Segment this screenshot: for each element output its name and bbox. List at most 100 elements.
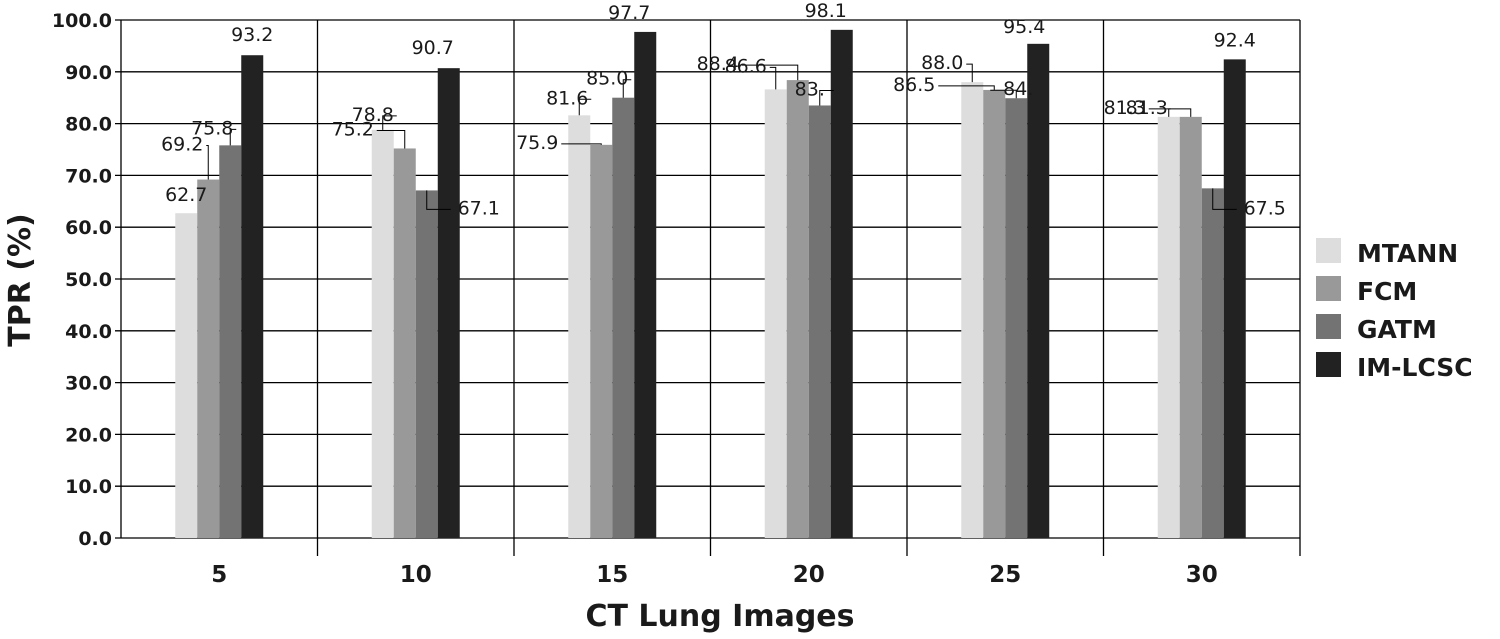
bar-mtann-15 xyxy=(568,115,591,538)
data-label-mtann-10: 78.8 xyxy=(352,104,394,126)
y-tick-labels: 0.0 10.0 20.0 30.0 40.0 50.0 60.0 70.0 80.0 90.0 1… xyxy=(52,10,112,550)
data-label-gatm-20: 83. xyxy=(795,78,825,100)
data-label-mtann-25: 88.0 xyxy=(921,52,963,74)
y-tick-label: 70.0 xyxy=(65,165,112,187)
label-leader-line xyxy=(1212,188,1237,210)
bar-gatm-30 xyxy=(1201,188,1224,538)
bar-fcm-20 xyxy=(786,80,809,538)
legend-swatch-fcm xyxy=(1316,276,1341,301)
label-leader-line xyxy=(1168,108,1171,117)
x-tick-label: 15 xyxy=(596,562,628,588)
data-label-fcm-15: 75.9 xyxy=(516,132,558,154)
data-label-fcm-20: 88.4 xyxy=(697,53,739,75)
label-leader-line xyxy=(966,63,973,83)
grid-lines xyxy=(115,19,1301,556)
data-label-mtann-30: 81.3 xyxy=(1126,97,1168,119)
label-leader-line xyxy=(819,89,834,106)
label-leader-line xyxy=(938,85,995,90)
y-tick-label: 40.0 xyxy=(65,321,112,343)
bar-gatm-20 xyxy=(808,105,831,538)
label-leader-line xyxy=(622,79,632,98)
bar-mtann-5 xyxy=(175,213,198,539)
bar-fcm-15 xyxy=(590,144,613,538)
y-tick-label: 60.0 xyxy=(65,217,112,239)
bar-im-lcsc-15 xyxy=(634,31,657,538)
legend-label-gatm: GATM xyxy=(1357,315,1437,344)
data-label-fcm-10: 75.2 xyxy=(332,118,374,140)
bar-gatm-15 xyxy=(612,97,635,538)
legend-swatch-im-lcsc xyxy=(1316,352,1341,377)
bar-im-lcsc-25 xyxy=(1027,43,1050,538)
y-tick-label: 20.0 xyxy=(65,424,112,446)
data-label-fcm-25: 86.5 xyxy=(893,74,935,96)
data-label-im-lcsc-20: 98.1 xyxy=(805,0,847,22)
data-label-im-lcsc-30: 92.4 xyxy=(1214,29,1256,51)
bar-fcm-30 xyxy=(1179,116,1202,538)
bar-gatm-25 xyxy=(1005,98,1028,538)
label-leader-line xyxy=(382,115,397,130)
label-leader-line xyxy=(741,64,799,81)
x-tick-label: 20 xyxy=(793,562,825,588)
x-tick-label: 5 xyxy=(211,562,227,588)
data-label-gatm-30: 67.5 xyxy=(1244,197,1286,219)
bars xyxy=(175,29,1246,539)
bar-gatm-10 xyxy=(415,190,438,538)
data-label-fcm-5: 69.2 xyxy=(161,134,203,156)
y-tick-label: 100.0 xyxy=(52,10,112,32)
bar-mtann-30 xyxy=(1157,116,1180,538)
legend-label-mtann: MTANN xyxy=(1357,239,1458,268)
bar-mtann-20 xyxy=(764,89,787,539)
data-labels: 62.7 69.275.8 93.2 78.875.2 67.1 90.7 81.6 75.9… xyxy=(161,0,1286,219)
legend-swatch-mtann xyxy=(1316,238,1341,263)
bar-im-lcsc-5 xyxy=(241,55,264,538)
x-tick-label: 30 xyxy=(1186,562,1218,588)
bar-gatm-5 xyxy=(219,145,242,538)
data-label-im-lcsc-15: 97.7 xyxy=(608,2,650,24)
bar-fcm-10 xyxy=(393,148,416,539)
bar-mtann-25 xyxy=(961,82,984,538)
data-label-im-lcsc-10: 90.7 xyxy=(412,37,454,59)
label-leader-line xyxy=(229,128,237,146)
x-tick-labels: 5 10 15 20 25 30 xyxy=(211,562,1218,588)
x-tick-label: 10 xyxy=(400,562,432,588)
legend: MTANN FCM GATM IM-LCSC xyxy=(1316,238,1473,382)
x-tick-label: 25 xyxy=(989,562,1021,588)
x-axis-title: CT Lung Images xyxy=(585,599,854,634)
bar-im-lcsc-30 xyxy=(1223,59,1246,538)
data-label-im-lcsc-5: 93.2 xyxy=(231,24,273,46)
bar-fcm-5 xyxy=(197,179,220,538)
legend-swatch-gatm xyxy=(1316,314,1341,339)
bar-im-lcsc-20 xyxy=(830,29,853,538)
legend-label-fcm: FCM xyxy=(1357,277,1417,306)
y-tick-label: 90.0 xyxy=(65,62,112,84)
legend-label-im-lcsc: IM-LCSC xyxy=(1357,353,1473,382)
y-tick-label: 80.0 xyxy=(65,114,112,136)
label-leader-line xyxy=(769,66,777,90)
data-label-im-lcsc-25: 95.4 xyxy=(1003,16,1045,38)
label-leader-line xyxy=(376,129,406,149)
label-leader-line xyxy=(1148,108,1192,117)
y-tick-label: 10.0 xyxy=(65,476,112,498)
data-label-mtann-20: 86.6 xyxy=(725,55,767,77)
y-tick-label: 0.0 xyxy=(78,528,112,550)
label-leader-line xyxy=(578,98,592,116)
y-tick-label: 30.0 xyxy=(65,373,112,395)
data-label-mtann-15: 81.6 xyxy=(546,87,588,109)
label-leader-line xyxy=(206,145,209,180)
label-leader-line xyxy=(561,143,602,145)
data-label-gatm-5: 75.8 xyxy=(191,117,233,139)
data-label-mtann-5: 62.7 xyxy=(165,184,207,206)
y-axis-title: TPR (%) xyxy=(3,213,38,346)
data-label-gatm-25: 84. xyxy=(1003,78,1033,100)
bar-mtann-10 xyxy=(371,129,394,539)
bar-fcm-25 xyxy=(983,89,1006,539)
data-label-fcm-30: 81.3 xyxy=(1104,97,1146,119)
y-tick-label: 50.0 xyxy=(65,269,112,291)
label-leader-line xyxy=(426,190,451,210)
bar-im-lcsc-10 xyxy=(437,68,460,538)
label-leader-lines xyxy=(206,63,1237,210)
data-label-gatm-10: 67.1 xyxy=(458,197,500,219)
data-label-gatm-15: 85.0 xyxy=(586,68,628,90)
